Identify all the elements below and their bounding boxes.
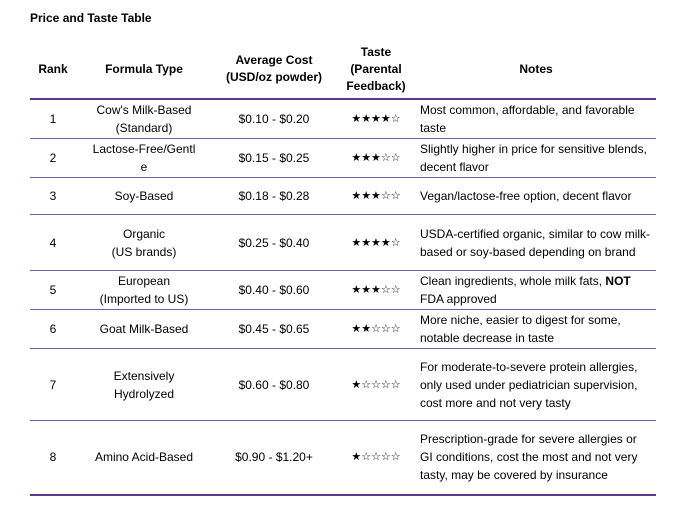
cell-taste-rating: ★★☆☆☆ bbox=[336, 309, 416, 349]
table-body: 1 Cow's Milk-Based (Standard) $0.10 - $0.20… bbox=[30, 99, 656, 496]
star-filled-icon: ★★ bbox=[351, 322, 372, 335]
price-taste-table: Rank Formula Type Average Cost (USD/oz p… bbox=[30, 40, 656, 496]
cell-notes: Prescription-grade for severe allergies … bbox=[416, 420, 656, 496]
table-row: 6 Goat Milk-Based $0.45 - $0.65 ★★☆☆☆ More n… bbox=[30, 309, 656, 349]
cell-formula-type: Goat Milk-Based bbox=[76, 309, 212, 349]
cell-taste-rating: ★★★★☆ bbox=[336, 99, 416, 139]
star-filled-icon: ★★★★ bbox=[351, 235, 391, 249]
star-empty-icon: ☆☆ bbox=[380, 151, 401, 164]
cell-rank: 1 bbox=[30, 99, 76, 139]
table-row: 5 European (Imported to US) $0.40 - $0.60 ★★… bbox=[30, 270, 656, 310]
cell-formula-type: Organic (US brands) bbox=[76, 214, 212, 271]
star-empty-icon: ☆☆☆☆ bbox=[361, 450, 401, 464]
cell-notes: Clean ingredients, whole milk fats, NOT … bbox=[416, 270, 656, 310]
cell-rank: 7 bbox=[30, 348, 76, 421]
formula-type-line: Amino Acid-Based bbox=[94, 450, 194, 465]
cell-formula-type: Cow's Milk-Based (Standard) bbox=[76, 99, 212, 139]
cell-average-cost: $0.90 - $1.20+ bbox=[212, 420, 336, 496]
formula-type-line: e bbox=[140, 160, 148, 174]
star-filled-icon: ★★★★ bbox=[351, 112, 391, 125]
cell-taste-rating: ★★★☆☆ bbox=[336, 270, 416, 310]
cell-formula-type: Soy-Based bbox=[76, 177, 212, 215]
star-filled-icon: ★ bbox=[351, 377, 362, 391]
formula-type-line: Hydrolyzed bbox=[113, 386, 175, 401]
notes-text: FDA approved bbox=[420, 292, 497, 306]
star-empty-icon: ☆☆☆☆ bbox=[361, 377, 401, 391]
star-empty-icon: ☆ bbox=[390, 235, 401, 249]
formula-type-line: Lactose-Free/Gentl bbox=[92, 142, 196, 156]
star-empty-icon: ☆☆ bbox=[380, 283, 401, 296]
cell-average-cost: $0.10 - $0.20 bbox=[212, 99, 336, 139]
header-notes: Notes bbox=[416, 40, 656, 100]
cell-rank: 2 bbox=[30, 138, 76, 178]
star-filled-icon: ★ bbox=[351, 450, 362, 464]
header-cost-line1: Average Cost bbox=[235, 53, 313, 67]
cell-average-cost: $0.25 - $0.40 bbox=[212, 214, 336, 271]
cell-taste-rating: ★★★☆☆ bbox=[336, 177, 416, 215]
cell-average-cost: $0.15 - $0.25 bbox=[212, 138, 336, 178]
cell-formula-type: Extensively Hydrolyzed bbox=[76, 348, 212, 421]
cell-average-cost: $0.18 - $0.28 bbox=[212, 177, 336, 215]
cell-taste-rating: ★☆☆☆☆ bbox=[336, 348, 416, 421]
formula-type-line: Soy-Based bbox=[114, 189, 174, 203]
formula-type-line: Cow's Milk-Based bbox=[96, 103, 192, 117]
cell-taste-rating: ★★★★☆ bbox=[336, 214, 416, 271]
cell-average-cost: $0.45 - $0.65 bbox=[212, 309, 336, 349]
cell-formula-type: Lactose-Free/Gentl e bbox=[76, 138, 212, 178]
star-empty-icon: ☆☆ bbox=[380, 189, 401, 202]
header-taste: Taste (Parental Feedback) bbox=[336, 40, 416, 100]
formula-type-line: European bbox=[117, 274, 171, 288]
cell-average-cost: $0.40 - $0.60 bbox=[212, 270, 336, 310]
cell-rank: 8 bbox=[30, 420, 76, 496]
table-row: 4 Organic (US brands) $0.25 - $0.40 ★★★★☆ USD… bbox=[30, 214, 656, 271]
cell-formula-type: Amino Acid-Based bbox=[76, 420, 212, 496]
header-cost-line2: (USD/oz powder) bbox=[226, 70, 322, 84]
cell-average-cost: $0.60 - $0.80 bbox=[212, 348, 336, 421]
page-title: Price and Taste Table bbox=[30, 11, 152, 25]
table-row: 7 Extensively Hydrolyzed $0.60 - $0.80 ★☆☆☆☆… bbox=[30, 348, 656, 421]
header-taste-line2: (Parental bbox=[350, 61, 402, 76]
cell-rank: 3 bbox=[30, 177, 76, 215]
cell-taste-rating: ★☆☆☆☆ bbox=[336, 420, 416, 496]
notes-emphasis: NOT bbox=[605, 274, 631, 288]
cell-rank: 4 bbox=[30, 214, 76, 271]
cell-notes: Slightly higher in price for sensitive b… bbox=[416, 138, 656, 178]
cell-notes: Vegan/lactose-free option, decent flavor bbox=[416, 177, 656, 215]
cell-rank: 6 bbox=[30, 309, 76, 349]
star-filled-icon: ★★★ bbox=[351, 283, 381, 296]
formula-type-line: Goat Milk-Based bbox=[99, 322, 189, 336]
cell-formula-type: European (Imported to US) bbox=[76, 270, 212, 310]
table-row: 8 Amino Acid-Based $0.90 - $1.20+ ★☆☆☆☆ Pres… bbox=[30, 420, 656, 496]
formula-type-line: Extensively bbox=[113, 368, 175, 383]
table-row: 1 Cow's Milk-Based (Standard) $0.10 - $0.20… bbox=[30, 99, 656, 139]
star-filled-icon: ★★★ bbox=[351, 189, 381, 202]
header-rank: Rank bbox=[30, 40, 76, 100]
header-formula-type: Formula Type bbox=[76, 40, 212, 100]
cell-notes: More niche, easier to digest for some, n… bbox=[416, 309, 656, 349]
star-filled-icon: ★★★ bbox=[351, 151, 381, 164]
formula-type-line: Organic bbox=[122, 226, 166, 241]
cell-notes: For moderate-to-severe protein allergies… bbox=[416, 348, 656, 421]
formula-type-line: (US brands) bbox=[111, 244, 177, 259]
header-row: Rank Formula Type Average Cost (USD/oz p… bbox=[30, 40, 656, 100]
table-row: 3 Soy-Based $0.18 - $0.28 ★★★☆☆ Vegan/lactos… bbox=[30, 177, 656, 215]
formula-type-line: (Standard) bbox=[115, 121, 173, 135]
cell-taste-rating: ★★★☆☆ bbox=[336, 138, 416, 178]
star-empty-icon: ☆ bbox=[390, 112, 401, 125]
header-taste-line1: Taste bbox=[360, 44, 392, 59]
header-taste-line3: Feedback) bbox=[346, 78, 406, 93]
star-empty-icon: ☆☆☆ bbox=[371, 322, 401, 335]
notes-text: Clean ingredients, whole milk fats, bbox=[420, 274, 606, 288]
header-average-cost: Average Cost (USD/oz powder) bbox=[212, 40, 336, 100]
table-row: 2 Lactose-Free/Gentl e $0.15 - $0.25 ★★★☆☆ Sl… bbox=[30, 138, 656, 178]
cell-notes: USDA-certified organic, similar to cow m… bbox=[416, 214, 656, 271]
formula-type-line: (Imported to US) bbox=[99, 292, 189, 306]
cell-notes: Most common, affordable, and favorable t… bbox=[416, 99, 656, 139]
cell-rank: 5 bbox=[30, 270, 76, 310]
